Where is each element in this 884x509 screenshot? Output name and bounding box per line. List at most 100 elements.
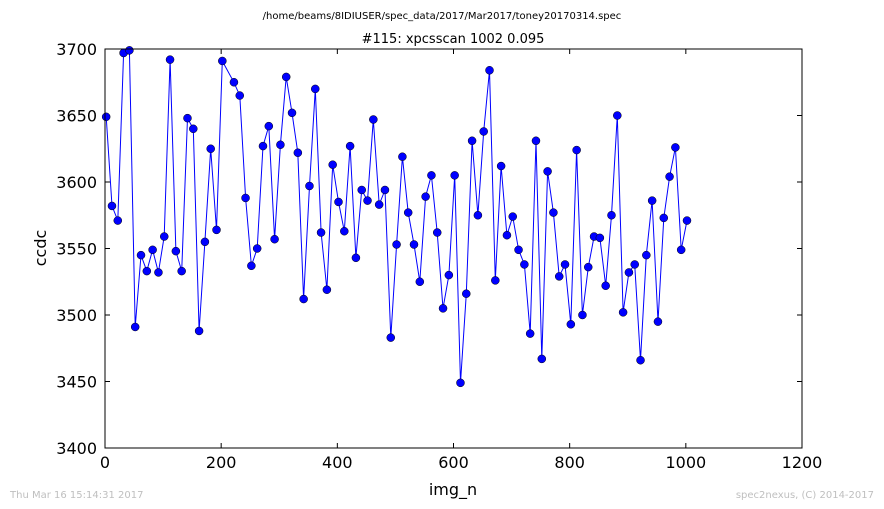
data-point	[206, 144, 215, 153]
data-point	[496, 161, 506, 171]
data-point	[154, 268, 163, 277]
data-point	[328, 160, 337, 169]
data-point	[531, 136, 541, 146]
data-point	[130, 322, 140, 332]
data-point	[345, 141, 355, 151]
data-point	[398, 152, 407, 161]
data-point	[270, 234, 279, 244]
data-point	[229, 78, 239, 87]
data-point	[584, 262, 593, 272]
data-point	[125, 46, 134, 55]
data-point	[177, 266, 186, 276]
data-point	[467, 136, 477, 146]
series-ccdc	[101, 46, 692, 388]
x-tick-label: 1200	[782, 453, 823, 472]
data-point	[473, 211, 483, 220]
data-point	[171, 246, 181, 256]
data-point	[491, 276, 500, 285]
data-point	[682, 216, 692, 225]
y-tick-label: 3600	[56, 173, 97, 192]
data-point	[485, 66, 494, 75]
data-point	[357, 185, 366, 195]
data-point	[136, 250, 146, 260]
data-point	[363, 196, 372, 205]
data-point	[514, 245, 523, 255]
data-point	[142, 266, 152, 276]
data-point	[107, 201, 117, 211]
data-point	[415, 277, 425, 286]
y-tick-label: 3500	[56, 306, 97, 325]
data-point	[554, 272, 564, 281]
data-point	[444, 270, 454, 280]
data-point	[322, 285, 332, 294]
data-point	[305, 181, 314, 191]
data-point	[258, 141, 268, 151]
data-point	[200, 237, 210, 247]
data-point	[392, 240, 401, 249]
data-point	[369, 115, 378, 124]
data-point	[403, 208, 413, 217]
data-point	[287, 108, 297, 118]
data-point	[462, 289, 471, 298]
data-point	[386, 333, 396, 342]
data-point	[334, 197, 343, 207]
data-point	[647, 196, 657, 205]
data-point	[194, 326, 204, 336]
data-point	[636, 355, 645, 365]
data-point	[595, 233, 605, 243]
data-point	[212, 225, 221, 235]
data-point	[578, 310, 587, 320]
data-point	[351, 253, 361, 263]
data-point	[432, 228, 442, 237]
data-point	[165, 55, 175, 64]
y-axis-label: ccdc	[31, 230, 50, 267]
data-point	[642, 250, 651, 260]
y-tick-label: 3550	[56, 240, 97, 259]
data-point	[241, 193, 250, 203]
chart-title: #115: xpcsscan 1002 0.095	[362, 32, 545, 47]
data-point	[549, 208, 558, 217]
data-point	[665, 172, 674, 181]
footer-timestamp: Thu Mar 16 15:14:31 2017	[9, 490, 143, 501]
x-tick-label: 600	[438, 453, 469, 472]
data-point	[456, 378, 465, 388]
data-point	[264, 121, 274, 131]
data-point	[421, 192, 430, 201]
x-tick-label: 200	[206, 453, 237, 472]
data-point	[671, 143, 680, 152]
data-point	[613, 111, 622, 120]
data-point	[630, 260, 639, 269]
data-point	[311, 84, 320, 94]
data-point	[113, 216, 123, 225]
data-point	[380, 185, 390, 195]
data-point	[479, 127, 488, 136]
footer-credit: spec2nexus, (C) 2014-2017	[736, 490, 874, 501]
data-point	[543, 167, 552, 176]
data-point	[438, 304, 448, 313]
chart-suptitle: /home/beams/8IDIUSER/spec_data/2017/Mar2…	[263, 11, 622, 22]
data-point	[676, 245, 686, 255]
y-tick-label: 3650	[56, 107, 97, 126]
data-point	[148, 245, 157, 255]
x-tick-label: 400	[322, 453, 353, 472]
x-axis-label: img_n	[429, 480, 477, 500]
data-point	[316, 228, 326, 237]
data-point	[183, 113, 192, 123]
y-axis-ticks: 3400 3450 3500 3550 3600 3650 3700	[56, 40, 802, 458]
data-point	[618, 308, 628, 317]
y-tick-label: 3450	[56, 373, 97, 392]
data-point	[276, 140, 285, 150]
data-point	[525, 329, 535, 338]
data-point	[537, 354, 547, 364]
y-tick-label: 3400	[56, 439, 97, 458]
data-point	[252, 244, 262, 253]
plot-area	[104, 48, 803, 449]
x-tick-label: 0	[100, 453, 110, 472]
data-point	[299, 294, 308, 304]
data-point	[508, 212, 517, 221]
data-point	[159, 232, 169, 241]
x-axis-ticks: 0 200 400 600 800 1000 1200	[100, 49, 822, 472]
data-point	[566, 320, 576, 329]
data-point	[560, 260, 570, 269]
